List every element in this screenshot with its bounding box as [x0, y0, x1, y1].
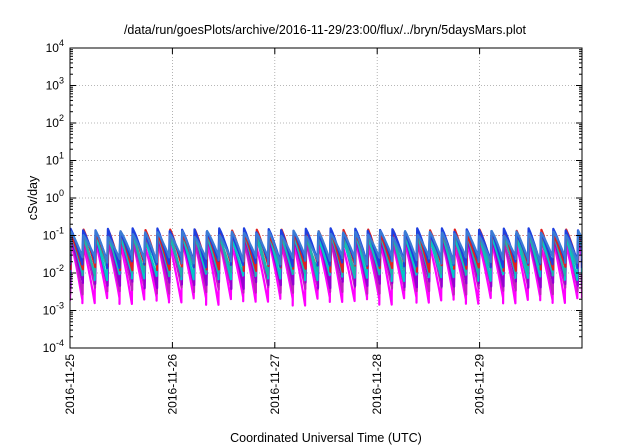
- grid: [70, 48, 582, 348]
- y-tick-label: 104: [46, 38, 64, 55]
- y-tick-label: 10-1: [43, 226, 64, 243]
- series-group: [70, 227, 582, 307]
- x-tick-label: 2016-11-29: [473, 354, 487, 415]
- y-axis-label: cSv/day: [26, 175, 40, 220]
- y-tick-label: 10-3: [43, 301, 64, 318]
- y-axis: 10-4 10-3 10-2 10-1 100 101 102 103 104: [43, 38, 582, 355]
- y-tick-label: 102: [46, 113, 64, 130]
- y-tick-label: 103: [46, 76, 64, 93]
- x-tick-label: 2016-11-27: [268, 354, 282, 415]
- x-tick-label: 2016-11-26: [165, 354, 179, 415]
- y-tick-label: 10-4: [43, 338, 64, 355]
- x-tick-label: 2016-11-25: [63, 354, 77, 415]
- y-tick-label: 101: [46, 151, 64, 168]
- x-tick-label: 2016-11-28: [370, 354, 384, 415]
- series-line: [70, 229, 582, 266]
- y-tick-label: 10-2: [43, 263, 64, 280]
- y-tick-label: 100: [46, 188, 64, 205]
- chart-title: /data/run/goesPlots/archive/2016-11-29/2…: [124, 23, 527, 37]
- x-axis: 2016-11-25 2016-11-26 2016-11-27 2016-11-28…: [63, 48, 487, 415]
- x-axis-label: Coordinated Universal Time (UTC): [230, 431, 422, 445]
